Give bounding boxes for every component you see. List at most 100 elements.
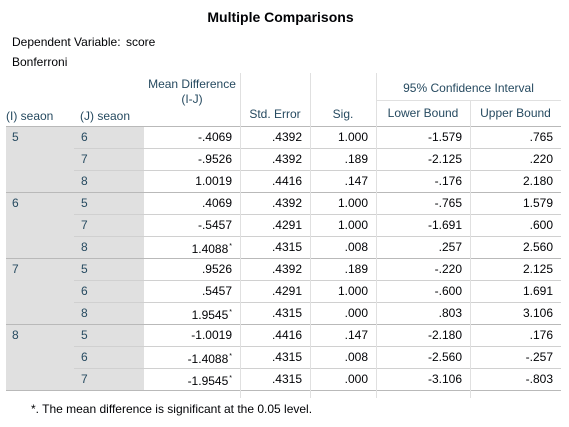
cell-value: -.4069 — [197, 130, 232, 144]
cell-mean-diff: 1.9545* — [144, 303, 240, 325]
header-j: (J) seaon — [80, 109, 131, 123]
cell-std-error: .4291 — [240, 215, 310, 235]
cell-j: 5 — [74, 325, 144, 345]
cell-j: 8 — [74, 171, 144, 191]
cell-value: 1.4088 — [191, 242, 229, 256]
cell-upper: .176 — [470, 325, 561, 345]
cell-value: 1.691 — [522, 284, 553, 298]
cell-value: .000 — [344, 372, 368, 386]
group-label-i: 7 — [12, 262, 19, 276]
cell-std-error: .4315 — [240, 369, 310, 389]
cell-value: 1.000 — [337, 218, 368, 232]
cell-value: 7 — [81, 372, 88, 386]
cell-j: 5 — [74, 193, 144, 213]
row-divider — [74, 346, 561, 347]
cell-value: .257 — [438, 240, 462, 254]
cell-j: 6 — [74, 281, 144, 301]
cell-value: -1.4088 — [187, 352, 229, 366]
group-label-i: 6 — [12, 196, 19, 210]
cell-value: .000 — [344, 306, 368, 320]
cell-value: 2.560 — [522, 240, 553, 254]
footnote: *. The mean difference is significant at… — [31, 402, 313, 416]
cell-std-error: .4392 — [240, 193, 310, 213]
cell-value: .220 — [529, 152, 553, 166]
cell-value: -2.560 — [427, 350, 462, 364]
cell-value: .4291 — [271, 218, 302, 232]
cell-sig: 1.000 — [310, 281, 376, 301]
cell-value: 2.180 — [522, 174, 553, 188]
cell-lower: -.600 — [376, 281, 470, 301]
cell-sig: 1.000 — [310, 193, 376, 213]
cell-lower: -.765 — [376, 193, 470, 213]
cell-sig: .147 — [310, 325, 376, 345]
cell-value: .147 — [344, 328, 368, 342]
cell-lower: .257 — [376, 237, 470, 257]
cell-value: 1.000 — [337, 130, 368, 144]
cell-sig: .189 — [310, 149, 376, 169]
cell-std-error: .4392 — [240, 127, 310, 147]
cell-value: -2.125 — [427, 152, 462, 166]
row-divider — [74, 214, 561, 215]
cell-j: 5 — [74, 259, 144, 279]
cell-mean-diff: .4069 — [144, 193, 240, 213]
cell-value: .4392 — [271, 152, 302, 166]
cell-value: 1.000 — [337, 196, 368, 210]
cell-sig: 1.000 — [310, 127, 376, 147]
cell-value: -.257 — [525, 350, 553, 364]
cell-mean-diff: -1.0019 — [144, 325, 240, 345]
header-sig: Sig. — [332, 107, 354, 121]
cell-value: -2.180 — [427, 328, 462, 342]
cell-std-error: .4315 — [240, 347, 310, 367]
cell-j: 8 — [74, 303, 144, 323]
cell-upper: .765 — [470, 127, 561, 147]
row-divider — [74, 170, 561, 171]
cell-std-error: .4315 — [240, 303, 310, 323]
cell-upper: -.257 — [470, 347, 561, 367]
table-bottom-border — [6, 390, 561, 391]
cell-value: .147 — [344, 174, 368, 188]
cell-std-error: .4315 — [240, 237, 310, 257]
cell-upper: 1.691 — [470, 281, 561, 301]
cell-value: .4416 — [271, 174, 302, 188]
cell-value: -3.106 — [427, 372, 462, 386]
cell-value: .803 — [438, 306, 462, 320]
cell-std-error: .4416 — [240, 171, 310, 191]
significance-marker: * — [229, 375, 232, 382]
cell-value: .4315 — [271, 240, 302, 254]
cell-mean-diff: -.5457 — [144, 215, 240, 235]
group-divider — [6, 258, 561, 259]
cell-value: .4315 — [271, 350, 302, 364]
cell-value: .4315 — [271, 306, 302, 320]
row-divider — [74, 302, 561, 303]
header-std-error: Std. Error — [249, 107, 301, 121]
cell-value: 8 — [81, 240, 88, 254]
cell-value: 1.579 — [522, 196, 553, 210]
cell-upper: .600 — [470, 215, 561, 235]
cell-value: 2.125 — [522, 262, 553, 276]
cell-upper: 2.125 — [470, 259, 561, 279]
cell-mean-diff: -.4069 — [144, 127, 240, 147]
cell-value: 1.0019 — [195, 174, 232, 188]
significance-marker: * — [229, 243, 232, 250]
cell-sig: .189 — [310, 259, 376, 279]
cell-value: 8 — [81, 306, 88, 320]
cell-value: -.765 — [434, 196, 462, 210]
cell-j: 6 — [74, 127, 144, 147]
cell-sig: .008 — [310, 237, 376, 257]
cell-value: .176 — [529, 328, 553, 342]
cell-upper: 1.579 — [470, 193, 561, 213]
column-divider — [470, 126, 471, 398]
cell-j: 6 — [74, 347, 144, 367]
row-divider — [74, 280, 561, 281]
column-divider — [240, 126, 241, 398]
table-title: Multiple Comparisons — [207, 9, 354, 25]
row-divider — [74, 236, 561, 237]
cell-value: .765 — [529, 130, 553, 144]
column-divider — [310, 126, 311, 398]
cell-value: .4416 — [271, 328, 302, 342]
cell-upper: -.803 — [470, 369, 561, 389]
cell-j: 7 — [74, 215, 144, 235]
dependent-variable-value: score — [126, 35, 156, 49]
cell-value: 6 — [81, 350, 88, 364]
